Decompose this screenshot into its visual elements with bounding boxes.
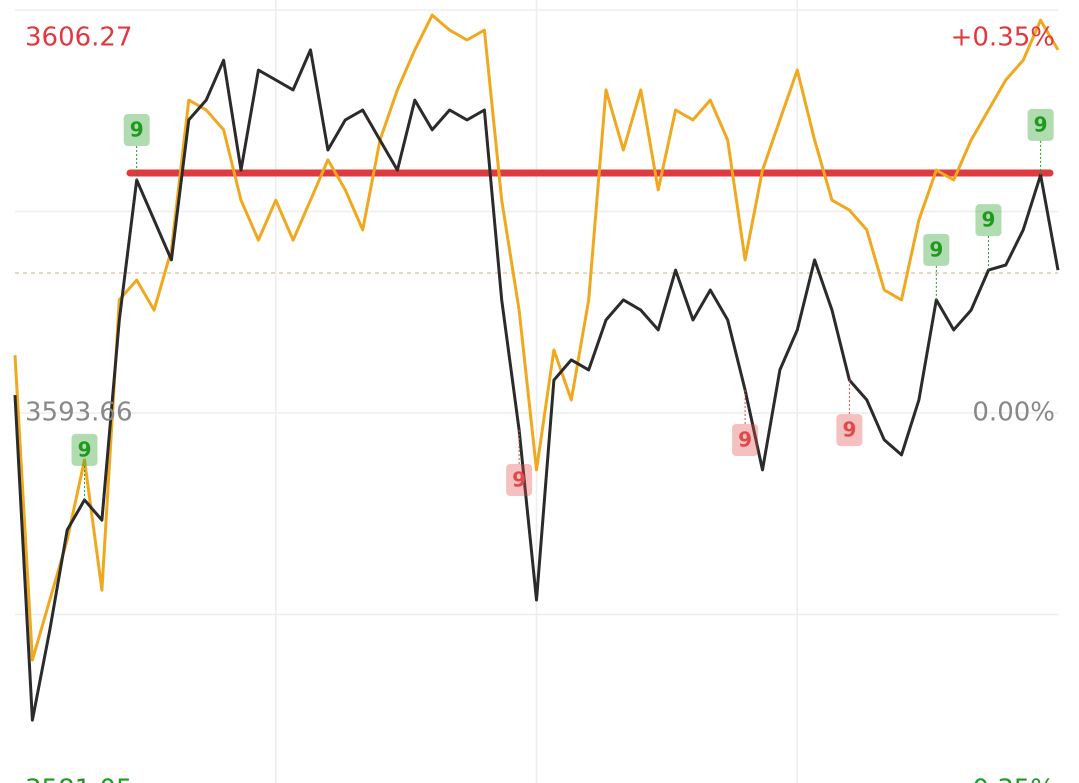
marker-label: 9 — [1034, 112, 1048, 136]
signal-marker: 9 — [975, 204, 1002, 271]
marker-label: 9 — [842, 418, 856, 442]
signal-marker: 9 — [923, 233, 950, 300]
signal-marker: 9 — [71, 433, 98, 500]
y2-tick-label: 0.00% — [972, 398, 1055, 428]
y-tick-label: 3593.66 — [25, 398, 133, 428]
signal-marker: 9 — [732, 389, 759, 456]
signal-marker: 9 — [1027, 108, 1054, 175]
marker-label: 9 — [929, 237, 943, 261]
marker-box — [923, 233, 950, 266]
y2-tick-label: -0.35% — [963, 775, 1055, 783]
price-line — [13, 13, 1060, 662]
marker-box — [975, 204, 1002, 237]
y2-tick-label: +0.35% — [951, 23, 1055, 53]
signal-marker: 9 — [506, 429, 533, 496]
signal-marker: 9 — [836, 380, 863, 447]
marker-box — [71, 433, 98, 466]
marker-label: 9 — [78, 437, 92, 461]
marker-box — [732, 423, 759, 456]
marker-box — [836, 414, 863, 447]
y-tick-label: 3606.27 — [25, 23, 133, 53]
price-line — [13, 48, 1060, 722]
marker-label: 9 — [982, 208, 996, 232]
marker-label: 9 — [512, 467, 526, 491]
marker-label: 9 — [738, 427, 752, 451]
signal-marker: 9 — [123, 114, 150, 181]
marker-box — [506, 463, 533, 496]
marker-box — [1027, 108, 1054, 141]
y-tick-label: 3581.05 — [25, 775, 133, 783]
marker-label: 9 — [130, 118, 144, 142]
marker-box — [123, 114, 150, 147]
